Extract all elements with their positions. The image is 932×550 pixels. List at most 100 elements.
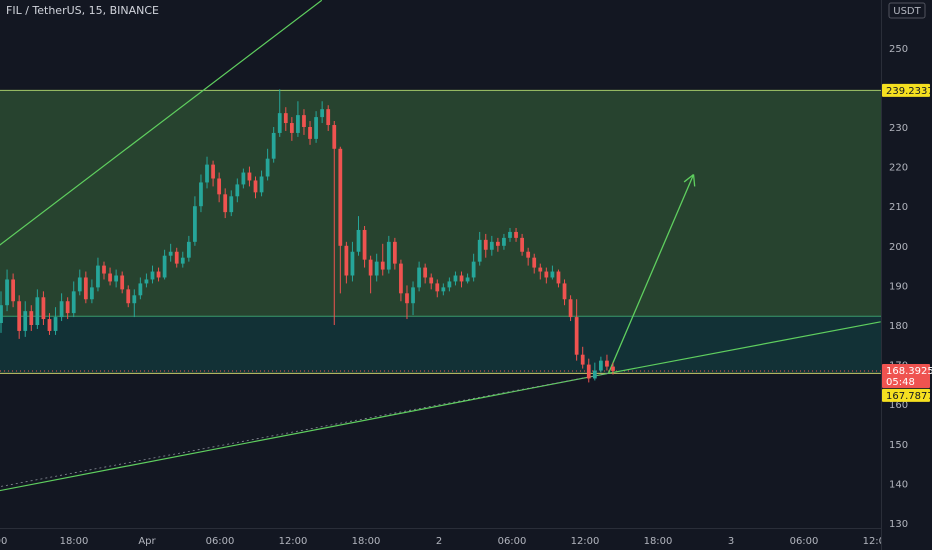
candle[interactable] xyxy=(150,265,155,284)
candle[interactable] xyxy=(65,297,70,320)
trendline-3[interactable] xyxy=(608,321,881,374)
candle[interactable] xyxy=(211,160,215,187)
candle[interactable] xyxy=(180,251,185,268)
candle[interactable] xyxy=(453,271,458,286)
candle[interactable] xyxy=(253,176,258,199)
candle[interactable] xyxy=(71,281,76,318)
candle[interactable] xyxy=(417,261,421,292)
candle[interactable] xyxy=(174,247,179,268)
candle[interactable] xyxy=(332,121,337,325)
candle[interactable] xyxy=(59,293,64,322)
candle[interactable] xyxy=(386,235,391,274)
candle[interactable] xyxy=(550,265,555,280)
candle[interactable] xyxy=(338,146,343,294)
candle[interactable] xyxy=(126,285,131,308)
candle[interactable] xyxy=(41,291,46,325)
candle[interactable] xyxy=(247,166,252,187)
candle[interactable] xyxy=(502,233,506,250)
candle[interactable] xyxy=(156,267,161,282)
candle[interactable] xyxy=(423,263,428,284)
candle[interactable] xyxy=(526,247,531,266)
candle[interactable] xyxy=(495,237,500,252)
candle[interactable] xyxy=(17,295,22,339)
candle[interactable] xyxy=(168,243,173,262)
candle[interactable] xyxy=(120,271,125,294)
candle[interactable] xyxy=(114,269,119,288)
candle[interactable] xyxy=(193,196,197,246)
candle[interactable] xyxy=(489,235,494,256)
candle[interactable] xyxy=(283,107,288,131)
candle[interactable] xyxy=(308,121,312,145)
candle[interactable] xyxy=(568,295,573,322)
candle[interactable] xyxy=(477,231,482,266)
candle[interactable] xyxy=(580,346,585,369)
candle[interactable] xyxy=(102,261,106,280)
candle[interactable] xyxy=(356,216,361,256)
candle[interactable] xyxy=(11,273,15,308)
candle[interactable] xyxy=(162,249,167,280)
projection-arrow[interactable] xyxy=(607,174,695,374)
candle[interactable] xyxy=(229,190,234,217)
candle[interactable] xyxy=(53,307,58,335)
candle[interactable] xyxy=(605,354,609,371)
candle[interactable] xyxy=(108,267,112,286)
candle[interactable] xyxy=(368,255,373,294)
candle[interactable] xyxy=(562,279,567,306)
candle[interactable] xyxy=(5,269,9,312)
candle[interactable] xyxy=(144,273,149,288)
candle[interactable] xyxy=(411,281,415,316)
candle[interactable] xyxy=(532,253,537,274)
candle[interactable] xyxy=(611,362,615,375)
candle[interactable] xyxy=(326,105,331,131)
candle[interactable] xyxy=(90,279,94,304)
candle[interactable] xyxy=(138,277,143,300)
candle[interactable] xyxy=(83,271,88,304)
candle[interactable] xyxy=(429,273,434,290)
candle[interactable] xyxy=(199,174,203,213)
trendline-1[interactable] xyxy=(0,0,323,248)
candle[interactable] xyxy=(302,109,306,135)
candle[interactable] xyxy=(459,271,464,288)
candle[interactable] xyxy=(217,172,222,203)
candle[interactable] xyxy=(96,257,100,292)
candle[interactable] xyxy=(277,89,282,137)
candle[interactable] xyxy=(471,253,476,282)
candle[interactable] xyxy=(362,226,367,268)
candle[interactable] xyxy=(35,289,40,329)
candle[interactable] xyxy=(392,237,397,270)
candle[interactable] xyxy=(405,285,409,320)
candle[interactable] xyxy=(574,299,579,361)
candle[interactable] xyxy=(556,269,561,288)
candle[interactable] xyxy=(235,178,240,203)
resistance-price-tag[interactable]: 239.2337 xyxy=(882,83,932,97)
candle[interactable] xyxy=(514,227,518,242)
candle[interactable] xyxy=(320,101,325,124)
candle[interactable] xyxy=(350,241,355,282)
candle[interactable] xyxy=(205,156,209,189)
candle[interactable] xyxy=(223,188,228,219)
trendline-2[interactable] xyxy=(0,372,609,492)
candle[interactable] xyxy=(186,235,191,262)
candle[interactable] xyxy=(435,279,440,298)
candle[interactable] xyxy=(508,227,512,242)
candle[interactable] xyxy=(592,362,597,381)
candle[interactable] xyxy=(47,313,52,335)
candle[interactable] xyxy=(520,233,524,256)
candle[interactable] xyxy=(259,170,264,197)
candle[interactable] xyxy=(314,111,318,143)
candle[interactable] xyxy=(399,259,403,302)
candle[interactable] xyxy=(265,148,270,181)
candle[interactable] xyxy=(271,127,276,163)
candle[interactable] xyxy=(289,117,294,141)
candle[interactable] xyxy=(447,277,452,292)
currency-badge[interactable]: USDT xyxy=(888,2,926,19)
candle[interactable] xyxy=(538,263,543,280)
candle[interactable] xyxy=(586,358,591,383)
candle[interactable] xyxy=(344,241,349,284)
candle[interactable] xyxy=(29,305,34,331)
candle[interactable] xyxy=(241,168,246,189)
candle[interactable] xyxy=(132,289,137,318)
support-price-tag[interactable]: 167.7877 xyxy=(882,388,932,402)
